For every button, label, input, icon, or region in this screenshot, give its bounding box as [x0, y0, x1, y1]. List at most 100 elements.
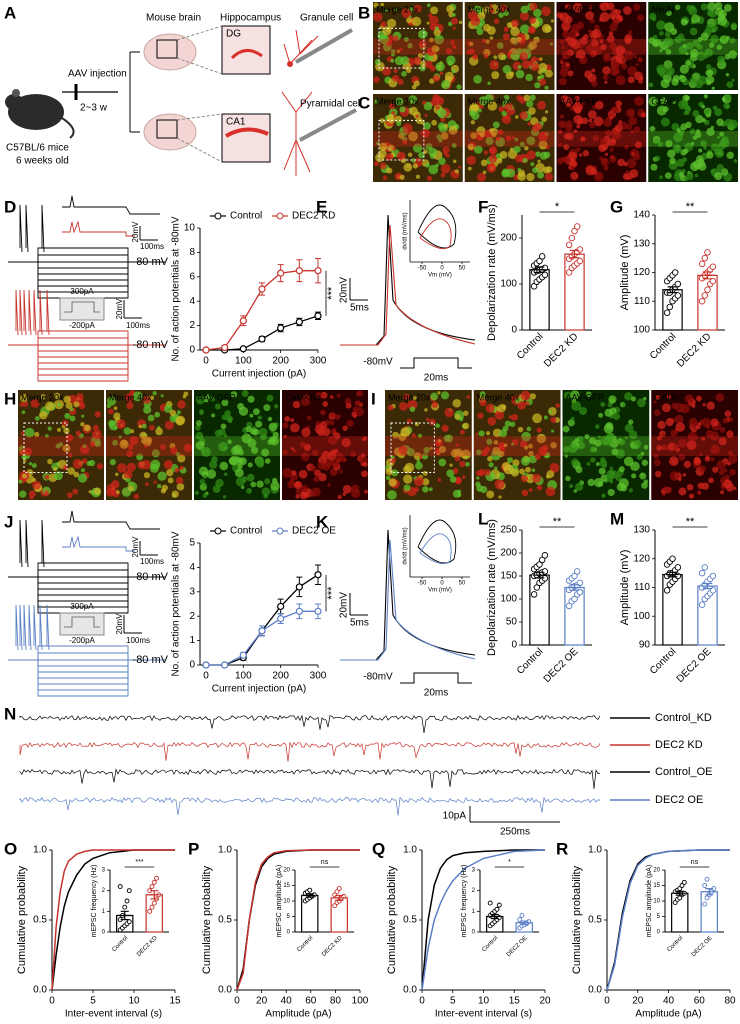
cell	[599, 459, 608, 468]
cell	[595, 462, 600, 467]
x-tick-label: 200	[272, 671, 289, 682]
roi-box	[390, 422, 435, 473]
cell	[23, 459, 27, 463]
cell	[264, 458, 271, 464]
label: 300pA	[70, 287, 94, 296]
cell	[607, 35, 615, 43]
trace	[41, 204, 45, 253]
cell	[517, 172, 526, 181]
y-tick-label: 1	[102, 909, 106, 915]
tile-label: Merge 40x	[109, 392, 152, 402]
cell	[725, 483, 735, 492]
dot	[701, 254, 709, 262]
y-tick-label: 1.0	[588, 845, 602, 856]
cell	[170, 447, 178, 454]
x-tick-label: 100	[235, 356, 252, 367]
mouse-head	[5, 94, 23, 110]
band	[373, 130, 463, 147]
legend-label: DEC2 OE	[292, 526, 336, 537]
cell	[303, 443, 312, 452]
cell	[182, 394, 187, 399]
cell	[571, 401, 582, 412]
cell	[482, 38, 487, 43]
cell	[493, 18, 500, 24]
cell	[612, 8, 618, 14]
cell	[505, 135, 512, 142]
cell	[641, 459, 649, 466]
cell	[705, 75, 715, 85]
y-tick-label: 130	[633, 525, 650, 536]
cell	[177, 454, 186, 463]
cell	[503, 26, 509, 32]
cell	[67, 467, 75, 475]
cell	[563, 144, 570, 151]
y-tick-label: 110	[634, 582, 650, 593]
band	[385, 436, 472, 456]
cell	[489, 60, 500, 71]
cell	[574, 444, 580, 451]
cell	[457, 165, 462, 169]
dot	[679, 883, 685, 888]
cell	[576, 6, 582, 11]
cell	[544, 85, 549, 90]
cell	[496, 157, 503, 164]
cell	[598, 467, 606, 475]
cell	[415, 114, 419, 118]
cell	[436, 134, 442, 140]
cell	[476, 476, 480, 480]
legend-label: Control	[230, 211, 262, 222]
cell	[529, 393, 536, 400]
cell	[147, 414, 155, 422]
cell	[685, 60, 692, 66]
cell	[475, 432, 479, 436]
cell	[76, 392, 84, 401]
cell	[126, 402, 134, 410]
cell	[502, 425, 509, 432]
cell	[169, 409, 176, 417]
label: -200pA	[69, 636, 95, 645]
dot	[151, 900, 157, 906]
cell	[509, 71, 515, 77]
trace	[340, 224, 476, 346]
cell	[545, 110, 549, 114]
cell	[688, 493, 695, 499]
panel-label: E	[316, 197, 327, 216]
cell	[88, 490, 92, 494]
cell	[82, 444, 87, 448]
cell	[655, 155, 661, 161]
dot	[122, 904, 128, 910]
cell	[706, 401, 715, 410]
dot	[704, 249, 711, 256]
cell	[52, 466, 58, 472]
cell	[452, 44, 457, 49]
cell	[527, 121, 532, 126]
cell	[498, 495, 502, 499]
cell	[403, 484, 411, 492]
cell	[412, 143, 423, 153]
y-tick-label: 5	[189, 538, 195, 549]
panel-label: M	[610, 509, 624, 528]
trace	[19, 204, 23, 253]
panel-label: O	[4, 839, 17, 858]
cell	[211, 413, 216, 418]
cell	[496, 136, 501, 141]
cell	[594, 24, 600, 31]
cell	[623, 6, 632, 15]
label: 250ms	[500, 827, 530, 838]
cell	[600, 401, 606, 407]
x-tick-label: 50	[459, 266, 466, 272]
cell	[503, 443, 508, 448]
cell	[663, 74, 672, 83]
cell	[580, 136, 586, 142]
cell	[630, 129, 635, 134]
cell	[488, 462, 494, 468]
cell	[194, 424, 201, 431]
dot	[698, 260, 706, 268]
cell	[439, 71, 444, 76]
cell	[590, 39, 599, 48]
cell	[386, 167, 393, 174]
cell	[19, 402, 24, 407]
cell	[723, 102, 730, 110]
cell	[252, 428, 260, 436]
label: C57BL/6 mice	[6, 143, 69, 154]
